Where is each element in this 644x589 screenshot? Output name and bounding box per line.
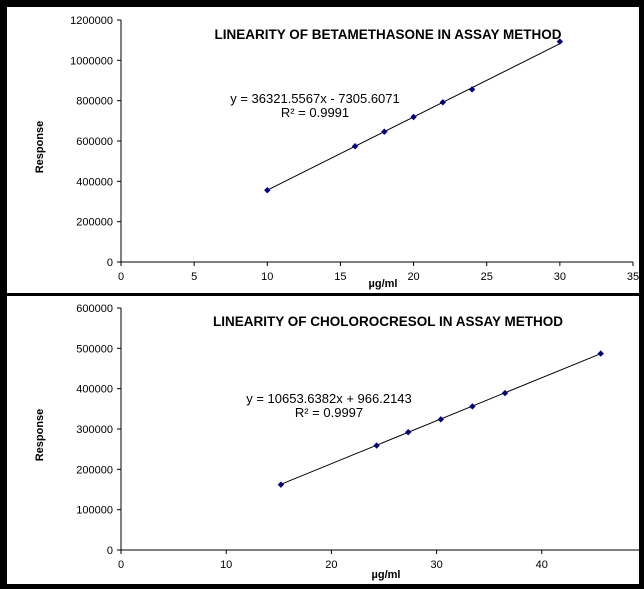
data-point [597, 350, 604, 357]
x-tick-label: 25 [481, 271, 493, 283]
data-point [469, 403, 476, 410]
y-axis-label: Response [34, 409, 46, 462]
y-tick-label: 400000 [76, 176, 113, 188]
y-tick-label: 800000 [76, 96, 113, 108]
x-tick-label: 10 [220, 559, 232, 571]
y-tick-label: 200000 [76, 217, 113, 229]
data-point [556, 38, 564, 45]
x-tick-label: 0 [118, 271, 124, 283]
data-point [410, 113, 417, 121]
data-point [381, 128, 388, 135]
data-point [404, 429, 412, 436]
y-tick-label: 0 [107, 257, 113, 269]
x-tick-label: 30 [430, 559, 442, 571]
y-axis-label: Response [34, 121, 46, 174]
y-tick-label: 400000 [76, 384, 113, 396]
data-point [501, 389, 509, 397]
y-tick-label: 600000 [76, 136, 113, 148]
data-point [264, 187, 271, 194]
chart-divider [7, 293, 639, 296]
y-tick-label: 1000000 [70, 55, 113, 67]
data-point [373, 442, 380, 449]
r-squared-label: R² = 0.9991 [281, 105, 349, 120]
figure-frame: LINEARITY OF BETAMETHASONE IN ASSAY METH… [6, 6, 640, 585]
x-tick-label: 30 [554, 271, 566, 283]
data-point [437, 416, 445, 423]
chart-title: LINEARITY OF BETAMETHASONE IN ASSAY METH… [214, 27, 561, 42]
y-tick-label: 0 [107, 545, 113, 557]
x-axis-label: µg/ml [369, 278, 398, 290]
y-tick-label: 300000 [76, 424, 113, 436]
y-tick-label: 600000 [76, 303, 113, 315]
x-tick-label: 40 [536, 559, 548, 571]
chart-betamethasone: LINEARITY OF BETAMETHASONE IN ASSAY METH… [34, 15, 639, 290]
y-tick-label: 100000 [76, 505, 113, 517]
x-tick-label: 20 [407, 271, 419, 283]
x-tick-label: 5 [191, 271, 197, 283]
x-tick-label: 35 [627, 271, 639, 283]
x-axis-label: µg/ml [372, 569, 401, 581]
data-point [468, 86, 476, 93]
data-point [277, 481, 285, 488]
trendline-equation: y = 10653.6382x + 966.2143 [246, 391, 412, 406]
x-tick-label: 15 [334, 271, 346, 283]
data-point [439, 99, 447, 106]
chart-cholorocresol: LINEARITY OF CHOLOROCRESOL IN ASSAY METH… [34, 303, 639, 581]
x-tick-label: 0 [118, 559, 124, 571]
x-tick-label: 10 [261, 271, 273, 283]
y-tick-label: 200000 [76, 464, 113, 476]
data-point [351, 143, 359, 150]
trendline-equation: y = 36321.5567x - 7305.6071 [230, 91, 400, 106]
x-tick-label: 20 [325, 559, 337, 571]
r-squared-label: R² = 0.9997 [295, 405, 363, 420]
chart-title: LINEARITY OF CHOLOROCRESOL IN ASSAY METH… [213, 314, 563, 329]
y-tick-label: 500000 [76, 343, 113, 355]
y-tick-label: 1200000 [70, 15, 113, 27]
